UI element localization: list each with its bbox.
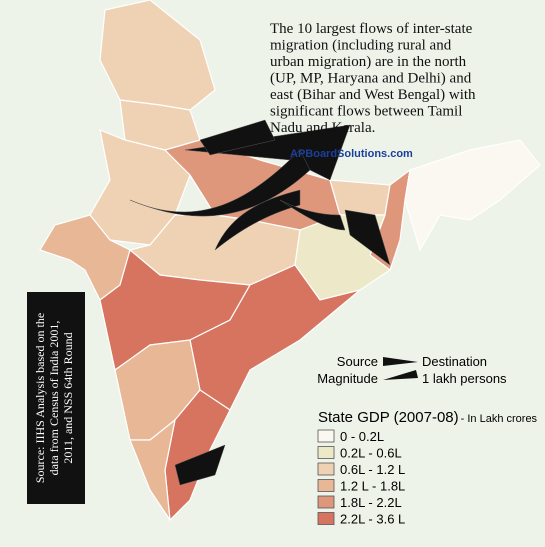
source-line: 2011, and NSS 64th Round [61,332,75,463]
annotation-line: Nadu and Kerala. [270,120,375,136]
annotation-line: significant flows between Tamil [270,104,462,120]
flow-arrow [174,444,226,486]
legend-label: 1.8L - 2.2L [340,495,402,510]
flow-arrow [279,199,346,231]
gdp-unit: - In Lakh crores [461,413,538,425]
flow-arrow [344,209,391,266]
legend-label: 0.6L - 1.2 L [340,462,405,477]
legend-arrow [383,357,418,366]
source-line: Source: IIHS Analysis based on the [33,313,47,483]
state-northeast [404,139,541,252]
gdp-legend: State GDP (2007-08) - In Lakh crores 0 - … [317,409,538,527]
source-line: data from Census of India 2001, [47,321,61,476]
watermark: APBoardSolutions.com [290,148,413,160]
flow-arrow [214,189,301,251]
legend-source: Source [337,354,378,369]
annotation: The 10 largest flows of inter-statemigra… [270,21,476,136]
legend-swatch [317,479,335,492]
legend-swatch [317,446,335,459]
legend-arrow [383,370,418,380]
annotation-line: urban migration) are in the north [270,54,467,70]
legend-magnitude-unit: 1 lakh persons [422,371,507,386]
legend-label: 1.2 L - 1.8L [340,479,405,494]
legend-label: 0 - 0.2L [340,429,384,444]
migration-flows [129,119,391,486]
source-box [27,292,85,504]
annotation-line: The 10 largest flows of inter-state [270,21,473,37]
state-ap [189,264,361,411]
flow-arrow [129,149,311,217]
flow-arrow [199,119,276,156]
flow-arrow [184,124,351,181]
legend-swatch [317,429,335,443]
legend-swatch [317,512,335,525]
legend-label: 0.2L - 0.6L [340,446,402,461]
legend-magnitude: Magnitude [317,371,378,386]
state-bihar [329,179,391,216]
gdp-legend-title: State GDP (2007-08) - In Lakh crores [318,409,538,426]
source-note: Source: IIHS Analysis based on the data f… [33,313,75,483]
annotation-line: (UP, MP, Haryana and Delhi) and [270,71,472,87]
legend-label: 2.2L - 3.6 L [340,512,405,527]
annotation-line: migration (including rural and [270,38,452,54]
legend-destination: Destination [422,354,487,369]
state-kerala [129,418,176,521]
gdp-title: State GDP (2007-08) [318,409,459,426]
annotation-line: east (Bihar and West Bengal) with [270,87,476,103]
flow-legend: Source Destination Magnitude 1 lakh pers… [317,354,507,386]
legend-swatch [317,495,335,509]
legend-swatch [317,462,335,476]
